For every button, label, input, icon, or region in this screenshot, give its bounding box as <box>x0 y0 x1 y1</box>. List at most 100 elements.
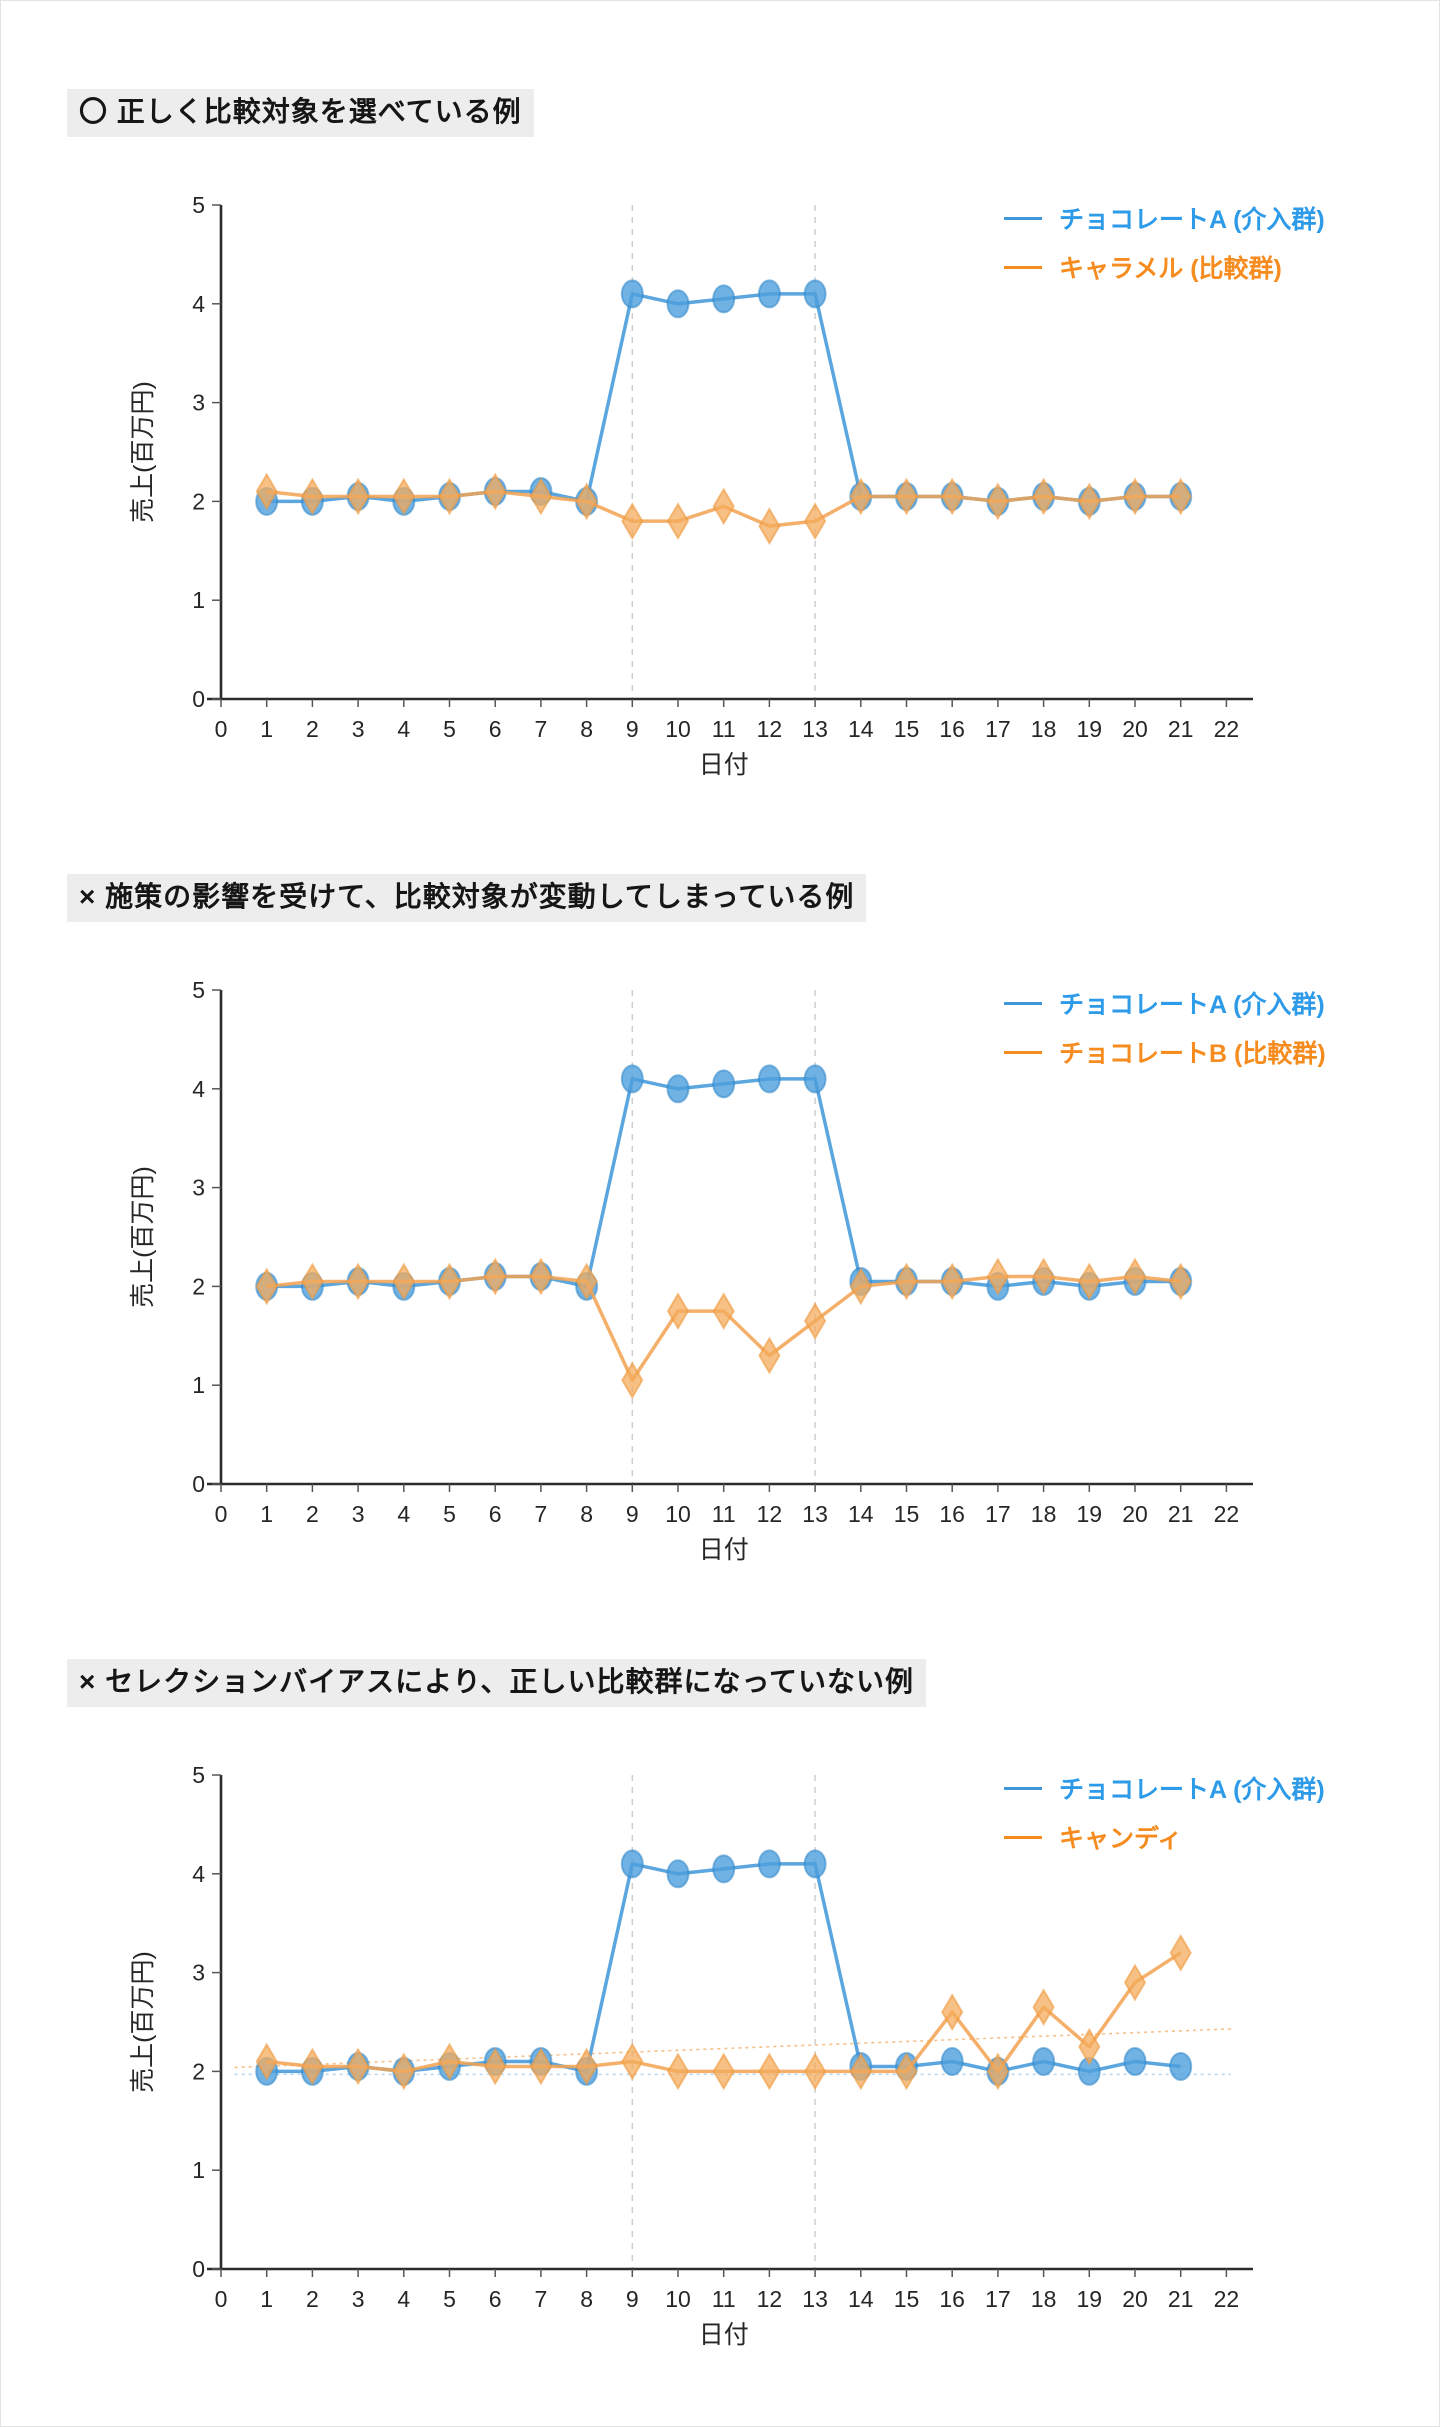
marker-diamond <box>575 2047 598 2086</box>
marker-diamond <box>941 1262 964 1301</box>
x-tick-label: 11 <box>712 1501 736 1527</box>
marker-circle <box>712 1854 736 1884</box>
marker-circle <box>940 2047 964 2077</box>
marker-diamond <box>621 502 644 541</box>
marker-diamond <box>986 1257 1010 1296</box>
marker-circle <box>712 284 736 314</box>
marker-diamond <box>529 2047 553 2086</box>
x-tick-label: 16 <box>939 716 965 742</box>
marker-diamond <box>1123 1963 1147 2002</box>
x-tick-label: 5 <box>443 1501 456 1527</box>
marker-diamond <box>1123 1257 1147 1296</box>
marker-diamond <box>895 1262 918 1301</box>
marker-diamond <box>986 482 1010 521</box>
x-tick-label: 21 <box>1168 716 1194 742</box>
x-tick-label: 10 <box>665 716 691 742</box>
chart-3-canvas: 0 1 2 3 4 5 6 7 8 9 10 11 12 13 14 15 16 17 18 19 20 21 220123… <box>129 1762 1253 2349</box>
marker-diamond <box>1169 1933 1192 1972</box>
marker-diamond <box>1078 2027 1101 2066</box>
x-tick-label: 13 <box>802 2286 828 2312</box>
x-tick-label: 15 <box>894 2286 920 2312</box>
x-tick-label: 4 <box>397 1501 410 1527</box>
marker-diamond <box>895 477 918 516</box>
y-tick-label: 4 <box>192 291 205 317</box>
legend-line-swatch <box>1004 1001 1042 1005</box>
x-tick-label: 18 <box>1031 1501 1057 1527</box>
marker-diamond <box>758 1336 781 1375</box>
y-tick-label: 2 <box>192 2058 205 2084</box>
marker-diamond <box>438 477 461 516</box>
x-tick-label: 18 <box>1031 2286 1057 2312</box>
x-tick-label: 14 <box>848 1501 874 1527</box>
series-0 <box>266 1077 1181 1289</box>
legend-label: チョコレートA (介入群) <box>1059 991 1325 1019</box>
y-tick-label: 2 <box>192 488 205 514</box>
marker-diamond <box>1169 1262 1192 1301</box>
marker-diamond <box>392 477 415 516</box>
marker-diamond <box>803 2052 827 2091</box>
marker-diamond <box>758 2052 781 2091</box>
series-1-markers <box>255 1933 1192 2091</box>
legend-line-swatch <box>1004 1786 1042 1790</box>
x-tick-label: 2 <box>306 1501 319 1527</box>
x-tick-label: 18 <box>1031 716 1057 742</box>
marker-circle <box>803 1064 827 1094</box>
x-tick-label: 7 <box>535 716 548 742</box>
marker-diamond <box>575 482 598 521</box>
x-tick-label: 4 <box>397 716 410 742</box>
x-tick-label: 16 <box>939 2286 965 2312</box>
legend-line-swatch <box>1004 1050 1042 1054</box>
x-tick-label: 2 <box>306 2286 319 2312</box>
section-title-1: 〇 正しく比較対象を選べている例 <box>67 89 534 137</box>
x-tick-label: 5 <box>443 716 456 742</box>
marker-circle <box>1169 2051 1193 2081</box>
marker-circle <box>1032 2047 1056 2077</box>
marker-diamond <box>438 2042 461 2081</box>
event-vlines <box>631 1775 816 2269</box>
x-tick-label: 1 <box>260 2286 273 2312</box>
marker-circle <box>1123 2047 1147 2077</box>
marker-diamond <box>712 1292 735 1331</box>
legend-label: チョコレートB (比較群) <box>1059 1040 1326 1068</box>
x-tick-label: 9 <box>626 716 639 742</box>
x-tick-label: 21 <box>1168 1501 1194 1527</box>
x-tick-label: 20 <box>1122 2286 1148 2312</box>
legend-item-0: チョコレートA (介入群) <box>1004 203 1424 234</box>
x-tick-label: 19 <box>1077 1501 1103 1527</box>
chart-1-legend: チョコレートA (介入群) キャラメル (比較群) <box>1004 203 1424 301</box>
series-0-markers <box>255 279 1193 516</box>
marker-diamond <box>301 477 324 516</box>
marker-circle <box>803 1849 827 1879</box>
x-tick-label: 15 <box>894 1501 920 1527</box>
y-tick-label: 1 <box>192 1372 205 1398</box>
x-tick-label: 20 <box>1122 1501 1148 1527</box>
chart-3-legend: チョコレートA (介入群) キャンディ <box>1004 1773 1424 1871</box>
x-tick-label: 11 <box>712 716 736 742</box>
marker-diamond <box>255 2042 278 2081</box>
marker-diamond <box>895 2052 918 2091</box>
y-tick-label: 3 <box>192 1960 205 1986</box>
marker-diamond <box>758 507 781 546</box>
marker-diamond <box>849 477 872 516</box>
x-tick-label: 12 <box>757 716 783 742</box>
y-tick-label: 3 <box>192 390 205 416</box>
x-tick-label: 17 <box>985 716 1011 742</box>
marker-diamond <box>529 477 553 516</box>
x-tick-label: 3 <box>352 716 365 742</box>
y-tick-label: 0 <box>192 1471 205 1497</box>
series-1-markers <box>255 472 1192 546</box>
legend-item-0: チョコレートA (介入群) <box>1004 988 1424 1019</box>
x-tick-label: 22 <box>1214 716 1240 742</box>
y-tick-label: 4 <box>192 1076 205 1102</box>
x-tick-label: 5 <box>443 2286 456 2312</box>
x-tick-label: 8 <box>580 1501 593 1527</box>
x-tick-label: 6 <box>489 1501 502 1527</box>
marker-diamond <box>621 2042 644 2081</box>
series-1-markers <box>255 1257 1192 1400</box>
x-tick-label: 1 <box>260 1501 273 1527</box>
legend-label: チョコレートA (介入群) <box>1059 206 1325 234</box>
x-tick-label: 11 <box>712 2286 736 2312</box>
marker-circle <box>666 1074 690 1104</box>
y-tick-label: 5 <box>192 192 205 218</box>
